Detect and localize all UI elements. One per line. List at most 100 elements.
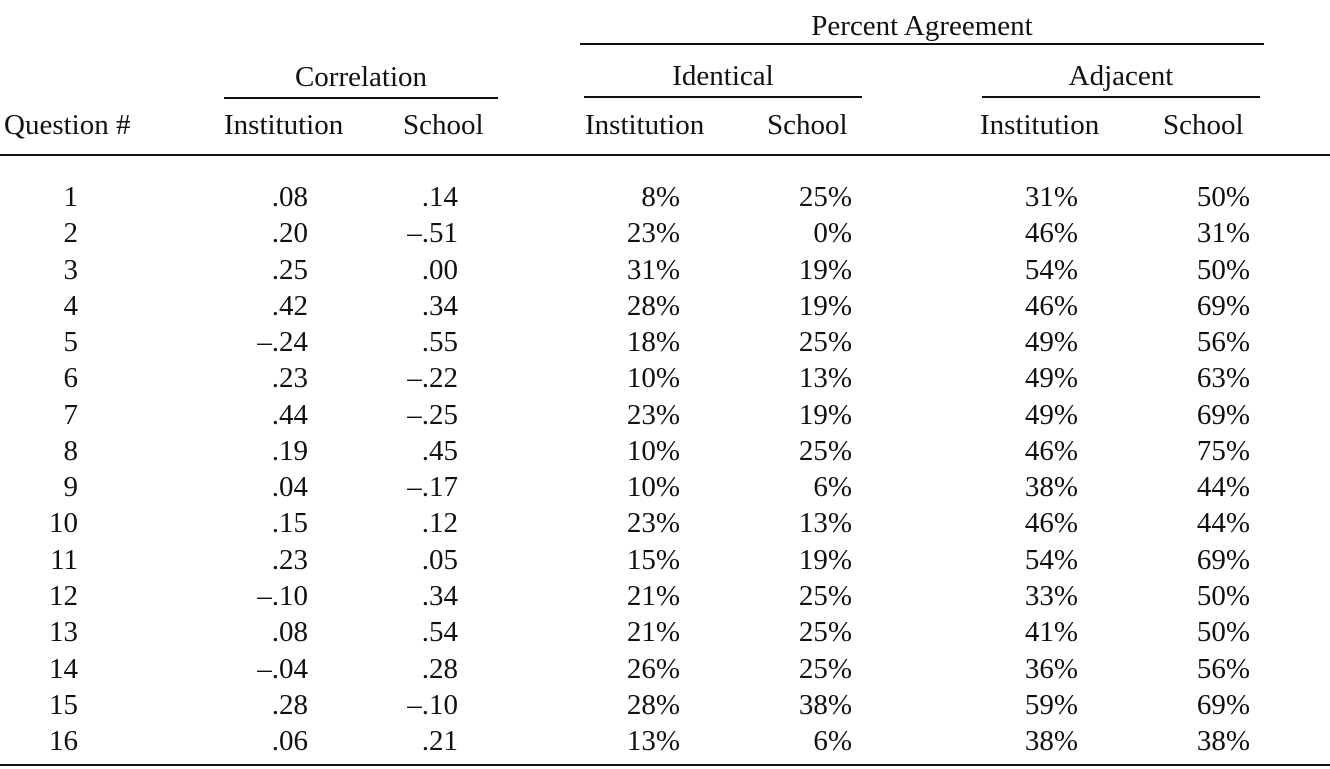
cell-identical-institution: 23% xyxy=(626,398,680,431)
cell-adjacent-school: 69% xyxy=(1196,688,1250,721)
cell-identical-institution: 10% xyxy=(626,471,680,504)
rule-identical xyxy=(584,96,862,98)
cell-identical-school: 13% xyxy=(798,362,852,395)
cell-question: 7 xyxy=(63,398,79,431)
cell-question: 11 xyxy=(50,543,78,576)
cell-identical-school: 13% xyxy=(798,507,852,540)
header-adjacent-institution: Institution xyxy=(980,109,1100,141)
cell-correlation-institution: .15 xyxy=(271,507,308,540)
cell-question: 1 xyxy=(63,181,79,213)
cell-adjacent-school: 50% xyxy=(1196,580,1250,612)
cell-identical-school: 25% xyxy=(798,616,852,649)
header-correlation-school: School xyxy=(403,109,484,141)
cell-question: 14 xyxy=(49,652,78,685)
cell-correlation-institution: .08 xyxy=(271,181,308,213)
cell-correlation-institution: .23 xyxy=(271,362,308,395)
cell-adjacent-school: 50% xyxy=(1196,181,1250,213)
cell-correlation-institution: .06 xyxy=(271,725,308,758)
cell-correlation-school: –.22 xyxy=(407,362,458,395)
rule-header-bottom xyxy=(0,154,1330,156)
cell-correlation-institution: .19 xyxy=(271,434,308,467)
cell-identical-school: 0% xyxy=(813,217,852,250)
cell-adjacent-school: 69% xyxy=(1196,543,1250,576)
cell-correlation-school: –.51 xyxy=(407,217,458,250)
header-identical-school: School xyxy=(767,109,848,141)
cell-identical-institution: 23% xyxy=(626,217,680,250)
cell-question: 6 xyxy=(63,362,79,395)
cell-correlation-institution: –.10 xyxy=(257,580,308,612)
cell-identical-institution: 8% xyxy=(641,181,680,213)
cell-adjacent-school: 69% xyxy=(1196,398,1250,431)
cell-correlation-institution: .25 xyxy=(271,253,308,286)
cell-identical-school: 19% xyxy=(798,398,852,431)
cell-adjacent-institution: 31% xyxy=(1024,181,1078,213)
cell-question: 2 xyxy=(63,217,79,250)
cell-question: 5 xyxy=(63,326,79,359)
header-identical-institution: Institution xyxy=(585,109,705,141)
rule-table-bottom xyxy=(0,764,1330,766)
cell-identical-institution: 26% xyxy=(626,652,680,685)
cell-adjacent-institution: 46% xyxy=(1024,217,1078,250)
header-correlation-institution: Institution xyxy=(224,109,344,141)
cell-correlation-institution: .42 xyxy=(271,289,308,322)
cell-adjacent-institution: 49% xyxy=(1024,398,1078,431)
cell-question: 10 xyxy=(49,507,78,540)
cell-correlation-school: .05 xyxy=(421,543,458,576)
cell-question: 9 xyxy=(63,471,79,504)
cell-correlation-institution: .08 xyxy=(271,616,308,649)
cell-adjacent-institution: 33% xyxy=(1024,580,1078,612)
cell-adjacent-school: 50% xyxy=(1196,253,1250,286)
cell-identical-institution: 13% xyxy=(626,725,680,758)
cell-identical-institution: 28% xyxy=(626,289,680,322)
cell-correlation-school: –.17 xyxy=(407,471,458,504)
cell-correlation-school: –.10 xyxy=(407,688,458,721)
rule-correlation xyxy=(224,97,498,99)
cell-adjacent-institution: 46% xyxy=(1024,434,1078,467)
cell-question: 3 xyxy=(63,253,79,286)
cell-adjacent-institution: 38% xyxy=(1024,725,1078,758)
cell-adjacent-school: 44% xyxy=(1196,507,1250,540)
cell-identical-institution: 10% xyxy=(626,434,680,467)
cell-adjacent-institution: 49% xyxy=(1024,362,1078,395)
cell-correlation-school: .21 xyxy=(421,725,458,758)
header-identical: Identical xyxy=(672,60,774,92)
cell-correlation-school: .34 xyxy=(421,289,458,322)
cell-identical-institution: 18% xyxy=(626,326,680,359)
cell-adjacent-school: 69% xyxy=(1196,289,1250,322)
cell-adjacent-institution: 54% xyxy=(1024,543,1078,576)
header-correlation: Correlation xyxy=(294,61,428,93)
header-question-number: Question # xyxy=(4,109,131,141)
cell-adjacent-institution: 54% xyxy=(1024,253,1078,286)
cell-identical-institution: 21% xyxy=(626,580,680,612)
cell-identical-school: 38% xyxy=(798,688,852,721)
cell-identical-school: 25% xyxy=(798,434,852,467)
rule-adjacent xyxy=(982,96,1260,98)
cell-adjacent-institution: 41% xyxy=(1024,616,1078,649)
cell-correlation-institution: .20 xyxy=(271,217,308,250)
cell-correlation-institution: .28 xyxy=(271,688,308,721)
cell-adjacent-school: 50% xyxy=(1196,616,1250,649)
cell-correlation-school: .28 xyxy=(421,652,458,685)
cell-question: 13 xyxy=(49,616,78,649)
cell-adjacent-institution: 59% xyxy=(1024,688,1078,721)
cell-identical-school: 25% xyxy=(798,326,852,359)
cell-identical-institution: 10% xyxy=(626,362,680,395)
header-adjacent: Adjacent xyxy=(1068,60,1174,92)
cell-adjacent-school: 56% xyxy=(1196,326,1250,359)
cell-question: 4 xyxy=(63,289,79,322)
cell-adjacent-school: 56% xyxy=(1196,652,1250,685)
header-percent-agreement: Percent Agreement xyxy=(811,10,1033,42)
cell-adjacent-school: 38% xyxy=(1196,725,1250,758)
cell-identical-school: 25% xyxy=(798,580,852,612)
cell-identical-school: 6% xyxy=(813,725,852,758)
cell-adjacent-institution: 49% xyxy=(1024,326,1078,359)
cell-adjacent-institution: 36% xyxy=(1024,652,1078,685)
header-adjacent-school: School xyxy=(1163,109,1244,141)
cell-adjacent-institution: 46% xyxy=(1024,507,1078,540)
cell-adjacent-school: 63% xyxy=(1196,362,1250,395)
cell-adjacent-school: 31% xyxy=(1196,217,1250,250)
cell-correlation-school: .54 xyxy=(421,616,458,649)
cell-identical-school: 19% xyxy=(798,253,852,286)
cell-correlation-institution: .23 xyxy=(271,543,308,576)
cell-question: 8 xyxy=(63,434,79,467)
